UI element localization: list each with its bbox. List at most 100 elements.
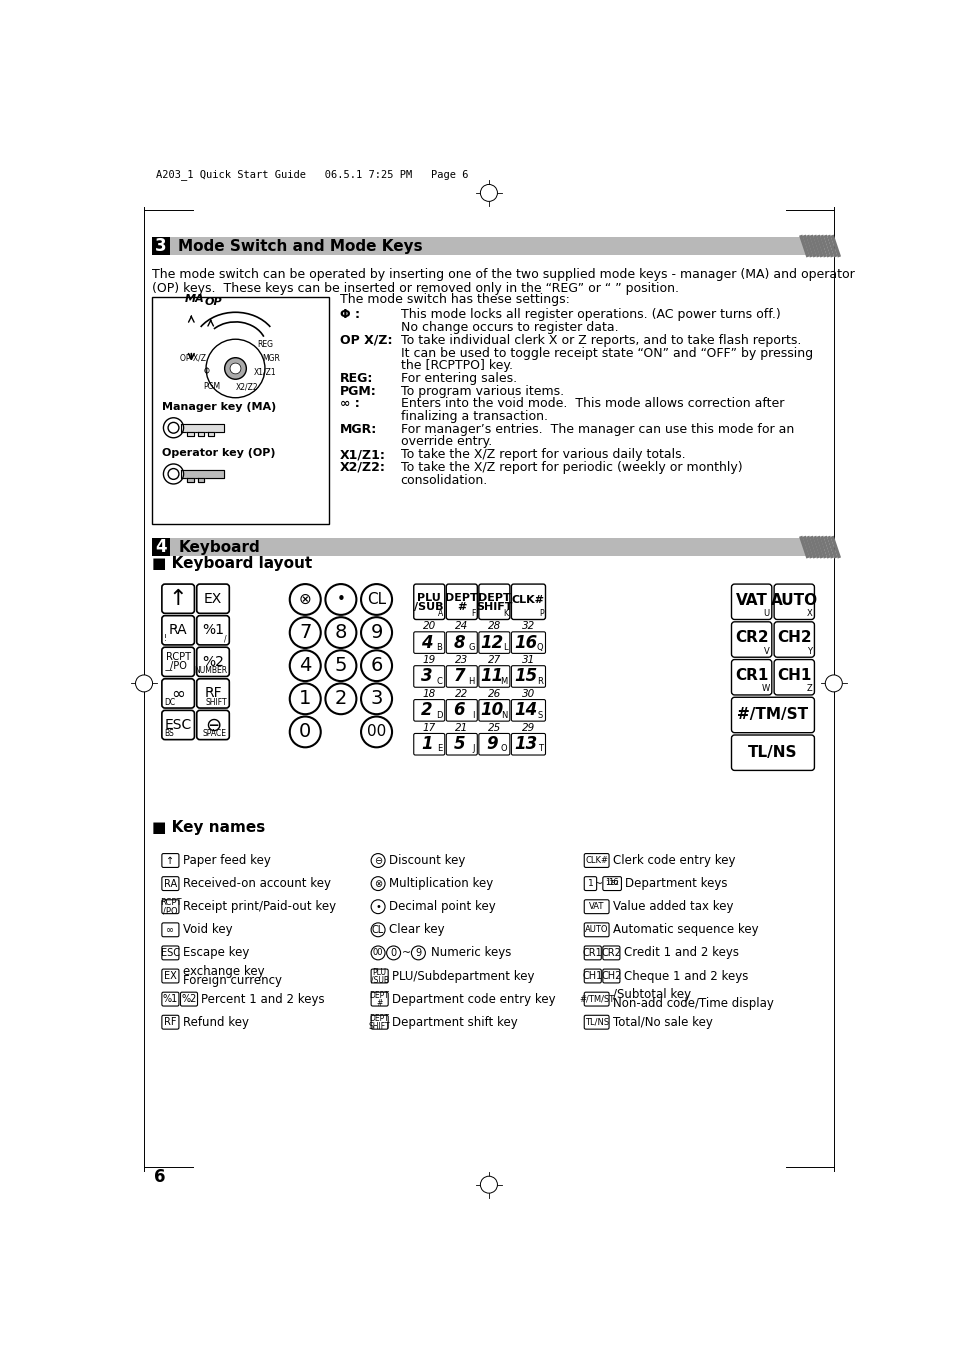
- FancyBboxPatch shape: [162, 877, 179, 890]
- Text: •: •: [375, 901, 380, 912]
- Text: 0: 0: [390, 948, 396, 958]
- Text: SHIFT: SHIFT: [476, 603, 512, 612]
- Text: X1/Z1:: X1/Z1:: [340, 449, 386, 461]
- FancyBboxPatch shape: [162, 584, 194, 613]
- Text: consolidation.: consolidation.: [400, 474, 487, 486]
- Circle shape: [360, 584, 392, 615]
- Text: Φ: Φ: [204, 367, 210, 376]
- Text: CH1: CH1: [582, 971, 602, 981]
- Text: BS: BS: [164, 730, 173, 738]
- Text: Receipt print/Paid-out key: Receipt print/Paid-out key: [183, 900, 335, 913]
- Text: /SUB: /SUB: [414, 603, 443, 612]
- FancyBboxPatch shape: [511, 734, 545, 755]
- Text: 32: 32: [521, 621, 535, 631]
- Text: 7: 7: [298, 623, 311, 642]
- Text: CR2: CR2: [734, 631, 768, 646]
- FancyBboxPatch shape: [731, 659, 771, 694]
- Text: !: !: [164, 635, 167, 643]
- Text: 5: 5: [335, 657, 347, 676]
- FancyBboxPatch shape: [602, 969, 619, 984]
- Text: Q: Q: [536, 643, 542, 651]
- Text: Decimal point key: Decimal point key: [389, 900, 496, 913]
- Text: 17: 17: [604, 880, 614, 886]
- Text: ESC: ESC: [164, 717, 192, 732]
- FancyBboxPatch shape: [414, 666, 444, 688]
- Text: 13: 13: [514, 735, 537, 754]
- Text: O: O: [500, 744, 507, 754]
- FancyBboxPatch shape: [583, 969, 600, 984]
- Text: X2/Z2: X2/Z2: [235, 382, 258, 392]
- Polygon shape: [208, 431, 213, 436]
- Circle shape: [411, 946, 425, 959]
- Circle shape: [163, 463, 183, 484]
- FancyBboxPatch shape: [196, 711, 229, 739]
- FancyBboxPatch shape: [162, 923, 179, 936]
- FancyBboxPatch shape: [773, 621, 814, 657]
- Text: 25: 25: [487, 723, 500, 734]
- FancyBboxPatch shape: [511, 666, 545, 688]
- Text: CLK#: CLK#: [584, 857, 607, 865]
- FancyBboxPatch shape: [583, 946, 600, 959]
- Text: 1: 1: [604, 878, 610, 888]
- FancyBboxPatch shape: [196, 647, 229, 677]
- Text: 4: 4: [155, 538, 167, 557]
- Text: 9: 9: [415, 948, 421, 958]
- Text: DEPT: DEPT: [477, 593, 510, 603]
- Circle shape: [290, 617, 320, 648]
- FancyBboxPatch shape: [773, 584, 814, 620]
- Text: X2/Z2:: X2/Z2:: [340, 461, 386, 474]
- Text: %2: %2: [181, 994, 196, 1004]
- Text: R: R: [537, 677, 542, 686]
- Text: override entry.: override entry.: [400, 435, 492, 449]
- Text: C: C: [436, 677, 442, 686]
- Text: To take the X/Z report for periodic (weekly or monthly): To take the X/Z report for periodic (wee…: [400, 461, 741, 474]
- Text: 5: 5: [453, 735, 465, 754]
- Text: 28: 28: [487, 621, 500, 631]
- Text: Z: Z: [805, 685, 811, 693]
- Text: RF: RF: [164, 1017, 176, 1027]
- Text: CH2: CH2: [776, 631, 811, 646]
- Text: A: A: [437, 609, 443, 617]
- Text: 1: 1: [298, 689, 311, 708]
- Text: X1/Z1: X1/Z1: [253, 367, 276, 377]
- FancyBboxPatch shape: [371, 992, 388, 1006]
- Text: ~: ~: [594, 878, 603, 889]
- Text: 31: 31: [521, 655, 535, 665]
- Text: ~: ~: [402, 948, 411, 958]
- Text: I: I: [472, 711, 475, 720]
- Polygon shape: [181, 470, 224, 478]
- Circle shape: [290, 716, 320, 747]
- Circle shape: [325, 584, 356, 615]
- Text: —: —: [164, 666, 172, 676]
- Text: %1: %1: [163, 994, 178, 1004]
- Text: Mode Switch and Mode Keys: Mode Switch and Mode Keys: [178, 239, 422, 254]
- FancyBboxPatch shape: [583, 900, 608, 913]
- Text: L: L: [502, 643, 507, 651]
- Circle shape: [360, 684, 392, 715]
- Text: REG:: REG:: [340, 372, 374, 385]
- Text: %2: %2: [202, 655, 224, 669]
- Text: 9: 9: [370, 623, 382, 642]
- FancyBboxPatch shape: [511, 700, 545, 721]
- Circle shape: [325, 684, 356, 715]
- Text: Multiplication key: Multiplication key: [389, 877, 493, 890]
- Text: RCPT
/PO: RCPT /PO: [159, 898, 181, 915]
- Text: PGM: PGM: [204, 382, 220, 392]
- Text: OP X/Z:: OP X/Z:: [340, 334, 393, 347]
- Text: 7: 7: [453, 667, 465, 685]
- Text: CLK#: CLK#: [512, 594, 544, 605]
- Text: 19: 19: [422, 655, 436, 665]
- Text: 32: 32: [610, 880, 618, 886]
- Text: 27: 27: [487, 655, 500, 665]
- Text: MGR: MGR: [262, 354, 280, 363]
- Text: D: D: [436, 711, 442, 720]
- Text: 0: 0: [299, 723, 311, 742]
- Text: Credit 1 and 2 keys: Credit 1 and 2 keys: [623, 947, 738, 959]
- Text: 29: 29: [521, 723, 535, 734]
- Text: 15: 15: [514, 667, 537, 685]
- Polygon shape: [187, 431, 193, 436]
- Text: 24: 24: [455, 621, 468, 631]
- Text: Clear key: Clear key: [389, 923, 444, 936]
- Text: 2: 2: [335, 689, 347, 708]
- FancyBboxPatch shape: [602, 877, 620, 890]
